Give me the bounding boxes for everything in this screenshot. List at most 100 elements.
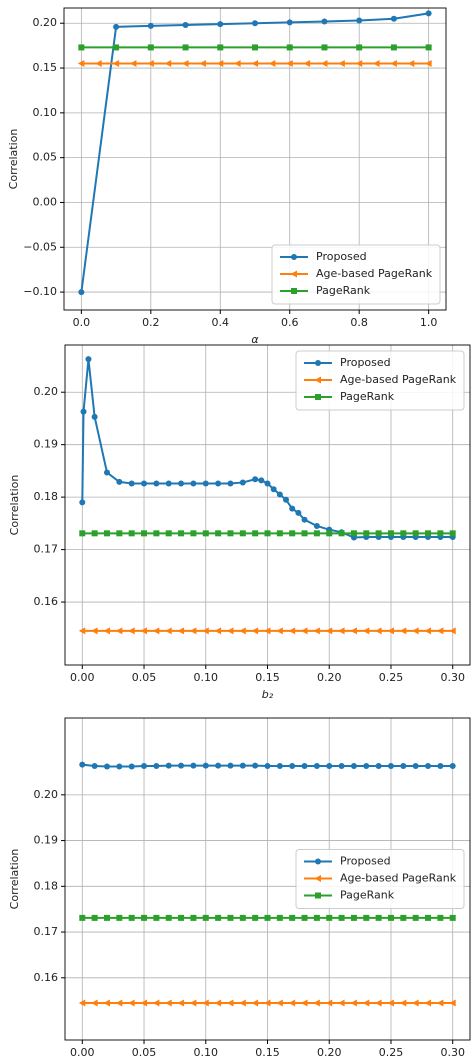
marker (425, 44, 432, 51)
marker (412, 627, 419, 635)
marker (216, 60, 224, 68)
legend-marker (315, 858, 321, 865)
legend-label: Age-based PageRank (316, 267, 433, 280)
marker (436, 999, 444, 1007)
legend-box (271, 244, 441, 305)
marker (387, 530, 394, 537)
marker (252, 20, 258, 27)
marker (268, 60, 276, 68)
marker (178, 480, 185, 487)
marker (226, 999, 234, 1007)
marker (363, 763, 370, 770)
legend-marker (314, 875, 321, 882)
marker (270, 486, 277, 493)
marker (252, 762, 259, 769)
marker (412, 999, 419, 1007)
marker (147, 44, 154, 51)
y-tick-label: −0.05 (23, 240, 57, 253)
marker (182, 22, 189, 29)
marker (79, 530, 86, 537)
marker (362, 999, 370, 1007)
y-tick-label: 0.19 (34, 834, 59, 847)
y-tick-label: 0.05 (33, 151, 58, 164)
marker (215, 530, 222, 537)
marker (165, 627, 172, 635)
legend-marker (291, 288, 297, 294)
marker (189, 999, 197, 1007)
marker (165, 530, 172, 537)
marker (153, 480, 160, 487)
marker (350, 914, 357, 921)
marker (128, 530, 135, 537)
y-tick-label: 0.20 (34, 788, 59, 801)
marker (226, 627, 234, 635)
legend-label: Age-based PageRank (340, 872, 457, 885)
plot-frame (63, 7, 447, 311)
marker (286, 44, 293, 51)
x-tick-label: 0.8 (350, 316, 368, 329)
marker (276, 530, 283, 537)
marker (425, 10, 432, 17)
x-tick-label: 0.0 (73, 316, 91, 329)
marker (112, 60, 120, 68)
marker (301, 763, 308, 770)
marker (153, 763, 160, 770)
marker (103, 530, 110, 537)
x-tick-label: 0.00 (70, 671, 95, 684)
x-tick-label: 0.05 (132, 1046, 157, 1057)
marker (202, 530, 209, 537)
marker (79, 761, 86, 768)
marker (264, 530, 271, 537)
marker (350, 999, 357, 1007)
marker (202, 914, 209, 921)
marker (289, 914, 296, 921)
x-tick-label: 0.30 (440, 1046, 465, 1057)
marker (425, 914, 432, 921)
marker (141, 530, 148, 537)
marker (128, 914, 135, 921)
marker (387, 763, 394, 770)
marker (252, 44, 258, 51)
marker (449, 914, 456, 921)
marker (91, 413, 98, 420)
marker (264, 914, 271, 921)
legend-marker (315, 892, 321, 899)
marker (303, 60, 311, 68)
marker (79, 499, 86, 506)
marker (189, 627, 197, 635)
marker (239, 914, 246, 921)
marker (177, 999, 185, 1007)
y-tick-label: 0.20 (33, 16, 58, 29)
marker (190, 762, 197, 769)
legend: Proposed Age-based PageRank PageRank (295, 350, 465, 411)
marker (129, 60, 137, 68)
marker (286, 60, 293, 68)
marker (363, 530, 370, 537)
marker (264, 999, 271, 1007)
marker (436, 627, 444, 635)
y-tick-label: 0.18 (34, 879, 59, 892)
y-tick-label: 0.17 (34, 543, 59, 556)
marker (264, 763, 271, 770)
y-tick-label: 0.18 (34, 490, 59, 503)
y-tick-label: 0.00 (33, 195, 58, 208)
marker (437, 914, 444, 921)
marker (350, 763, 357, 770)
marker (116, 530, 123, 537)
marker (424, 627, 432, 635)
marker (182, 44, 189, 51)
legend-marker (291, 254, 297, 260)
legend-marker (290, 270, 297, 278)
marker (165, 762, 172, 769)
x-tick-label: 0.6 (281, 316, 299, 329)
marker (165, 480, 172, 487)
marker (375, 999, 382, 1007)
marker (320, 60, 328, 68)
marker (288, 999, 296, 1007)
marker (190, 914, 197, 921)
legend-box (295, 350, 465, 411)
y-tick-label: −0.10 (23, 285, 57, 298)
marker (115, 999, 123, 1007)
marker (356, 17, 363, 24)
